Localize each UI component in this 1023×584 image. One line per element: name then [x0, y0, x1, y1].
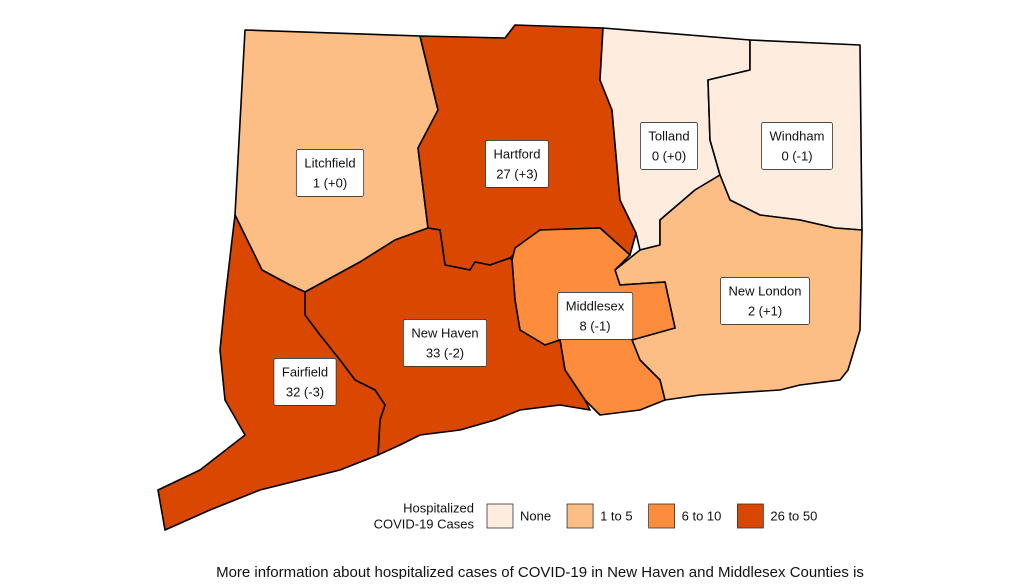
legend-swatch	[736, 503, 764, 529]
legend-title: COVID-19 Cases	[374, 516, 475, 531]
county-value: 2 (+1)	[748, 303, 782, 318]
legend-swatch	[566, 503, 594, 529]
label-box	[720, 277, 810, 325]
legend-label: 26 to 50	[770, 508, 817, 523]
county-name: New London	[729, 283, 802, 298]
county-value: 32 (-3)	[286, 384, 324, 399]
county-label: New Haven 33 (-2)	[402, 319, 488, 367]
legend-label: None	[520, 508, 551, 523]
county-value: 27 (+3)	[496, 166, 538, 181]
legend-title: Hospitalized	[403, 500, 474, 515]
county-label: Middlesex 8 (-1)	[557, 292, 634, 340]
county-value: 8 (-1)	[579, 318, 610, 333]
label-box	[557, 292, 634, 340]
county-name: Litchfield	[304, 155, 355, 170]
legend: Hospitalized COVID-19 Cases None 1 to 5 6 …	[374, 500, 818, 531]
label-box	[639, 122, 699, 170]
county-label: New London 2 (+1)	[720, 277, 810, 325]
county-name: Fairfield	[282, 364, 328, 379]
county-name: New Haven	[411, 325, 478, 340]
county-label: Windham 0 (-1)	[761, 122, 833, 170]
label-box	[402, 319, 488, 367]
label-box	[295, 149, 365, 197]
county-label: Hartford 27 (+3)	[485, 140, 549, 188]
county-labels: Litchfield 1 (+0) Hartford 27 (+3) Tolland…	[273, 122, 833, 406]
caption: More information about hospitalized case…	[216, 564, 864, 579]
county-value: 33 (-2)	[426, 345, 464, 360]
county-name: Tolland	[648, 128, 689, 143]
county-label: Litchfield 1 (+0)	[295, 149, 365, 197]
legend-label: 6 to 10	[682, 508, 722, 523]
county-value: 0 (-1)	[781, 148, 812, 163]
label-box	[485, 140, 549, 188]
label-box	[761, 122, 833, 170]
county-name: Middlesex	[566, 298, 625, 313]
label-box	[273, 358, 337, 406]
legend-swatch	[648, 503, 676, 529]
legend-label: 1 to 5	[600, 508, 633, 523]
county-fairfield	[157, 214, 386, 531]
county-label: Fairfield 32 (-3)	[273, 358, 337, 406]
county-label: Tolland 0 (+0)	[639, 122, 699, 170]
county-value: 1 (+0)	[313, 175, 347, 190]
county-name: Windham	[770, 128, 825, 143]
legend-swatch	[486, 503, 514, 529]
county-name: Hartford	[494, 146, 541, 161]
county-value: 0 (+0)	[652, 148, 686, 163]
